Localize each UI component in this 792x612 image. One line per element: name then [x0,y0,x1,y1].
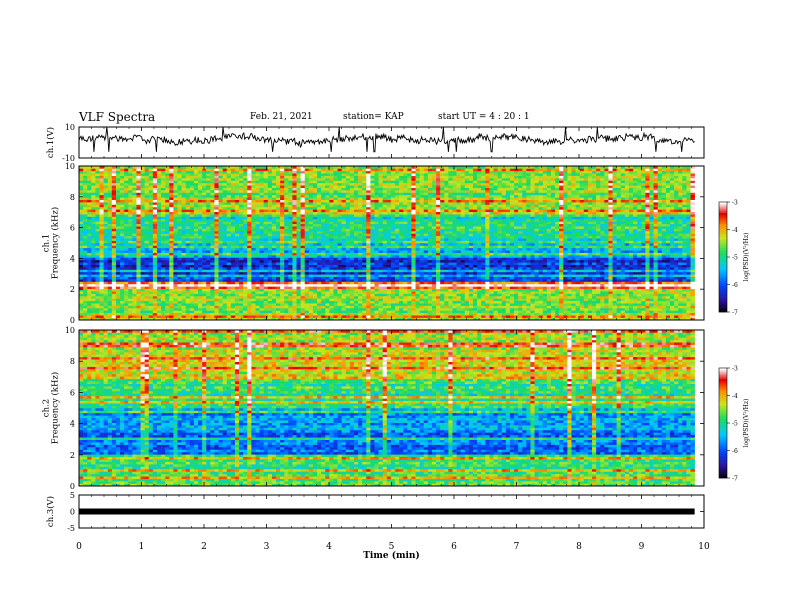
ch2-spectrogram-ytick-label: 0 [70,482,75,491]
x-tick-label: 10 [698,542,710,552]
ch2-spectrogram-colorbar [719,368,727,479]
x-tick-label: 3 [264,542,270,552]
ch3-waveform-band [79,508,695,515]
ch2-spectrogram-ylabel: ch.2Frequency (kHz) [42,372,61,444]
ch3-wave-ytick-label: -5 [67,524,75,533]
ch2-spectrogram-ytick-label: 8 [70,357,75,366]
x-tick-label: 9 [639,542,645,552]
ch1-wave-ytick-label: -10 [62,154,75,163]
ch2-spectrogram-colorbar-label: log(PSD)(V²/Hz) [743,399,750,448]
ch1-waveform-line [78,126,695,153]
ch1-spectrogram-colorbar-tick-label: -3 [732,200,738,207]
x-tick-label: 1 [139,542,145,552]
ch2-spectrogram-colorbar-tick-label: -7 [732,476,738,483]
ch2-spectrogram-ytick-label: 2 [70,451,75,460]
ch1-spectrogram-ytick-label: 2 [70,285,75,294]
ch2-spectrogram-colorbar-tick-label: -3 [732,366,738,373]
ch2-spectrogram-colorbar-tick-label: -5 [732,421,738,428]
ch3-wave-ylabel: ch.3(V) [45,496,56,527]
x-tick-label: 5 [389,542,395,552]
ch2-spectrogram-ytick-label: 10 [65,326,75,335]
ch2-spectrogram-ytick-label: 4 [70,420,75,429]
ch2-spectrogram-colorbar-tick-label: -4 [732,393,738,400]
ch1-spectrogram-spectrogram [79,166,695,321]
x-tick-label: 0 [76,542,82,552]
ch1-spectrogram-ytick-label: 6 [70,224,75,233]
ch1-spectrogram-colorbar-label: log(PSD)(V²/Hz) [743,233,750,282]
ch1-spectrogram-colorbar [719,202,727,313]
ch1-wave-ytick-label: 10 [65,123,75,132]
x-tick-label: 6 [451,542,457,552]
ch1-spectrogram-ytick-label: 10 [65,162,75,171]
ch2-spectrogram-ytick-label: 6 [70,388,75,397]
ch2-spectrogram-spectrogram [79,330,695,487]
chart-title: VLF Spectra [79,110,156,124]
ch1-wave-ylabel: ch.1(V) [45,127,56,158]
ch1-spectrogram-colorbar-tick-label: -6 [732,282,738,289]
x-tick-label: 8 [576,542,582,552]
ch1-spectrogram-colorbar-tick-label: -5 [732,255,738,262]
x-tick-label: 7 [514,542,520,552]
ch3-wave-ytick-label: 5 [70,491,75,500]
x-tick-label: 2 [201,542,207,552]
ch1-spectrogram-ytick-label: 0 [70,316,75,325]
ch2-spectrogram-colorbar-tick-label: -6 [732,448,738,455]
ch1-spectrogram-colorbar-tick-label: -7 [732,310,738,317]
start-time-label: start UT = 4 : 20 : 1 [438,112,530,122]
x-axis-label: Time (min) [363,550,420,561]
ch1-spectrogram-ytick-label: 8 [70,193,75,202]
x-tick-label: 4 [326,542,332,552]
ch1-spectrogram-ylabel: ch.1Frequency (kHz) [42,207,61,279]
station-label: station= KAP [343,112,404,122]
ch3-wave-ytick-label: 0 [70,508,75,517]
ch1-spectrogram-ytick-label: 4 [70,254,75,263]
recording-date: Feb. 21, 2021 [250,112,313,122]
ch1-spectrogram-colorbar-tick-label: -4 [732,227,738,234]
